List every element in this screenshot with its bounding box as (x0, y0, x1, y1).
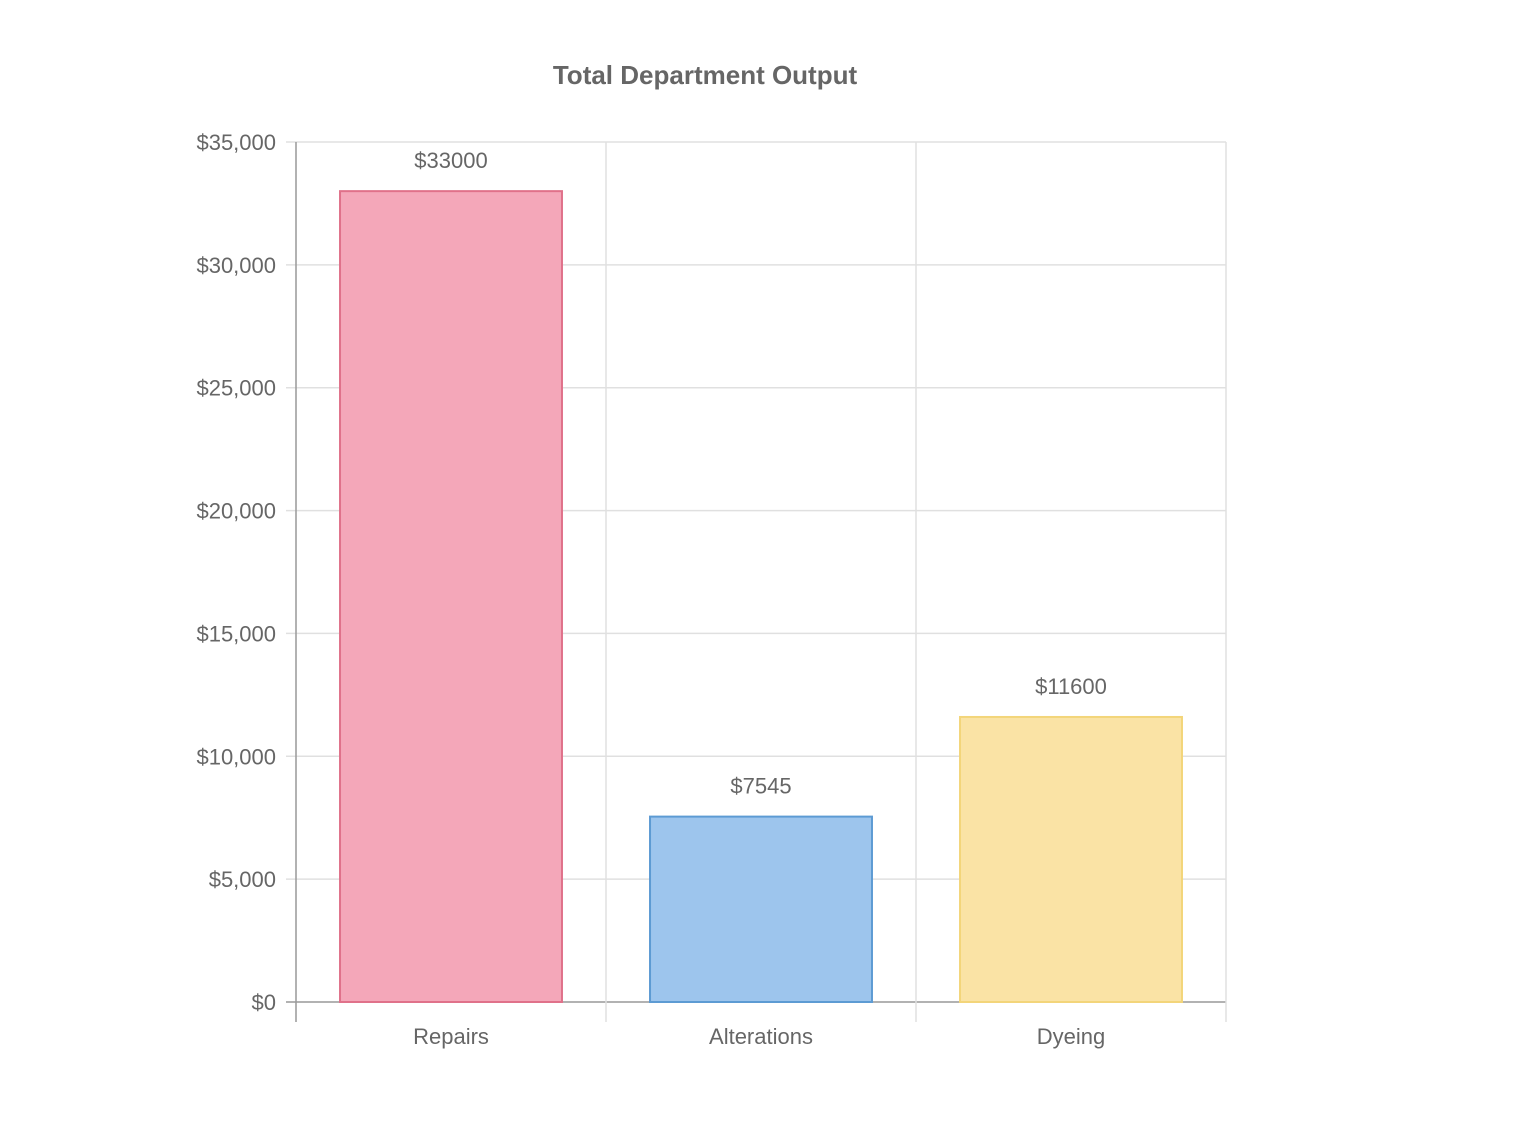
x-axis: Repairs Alterations Dyeing (413, 1024, 1105, 1049)
y-tick-label: $35,000 (196, 130, 276, 155)
y-tick-label: $20,000 (196, 499, 276, 524)
y-tick-label: $5,000 (209, 867, 276, 892)
bar-repairs (339, 190, 563, 1003)
y-tick-label: $30,000 (196, 253, 276, 278)
y-tick-label: $0 (252, 990, 276, 1015)
x-tick-label: Repairs (413, 1024, 489, 1049)
x-tick-label: Dyeing (1037, 1024, 1105, 1049)
bar-dyeing (959, 715, 1183, 1003)
data-label: $33000 (414, 148, 487, 173)
data-labels: $33000 $7545 $11600 (414, 148, 1107, 798)
y-tick-label: $10,000 (196, 744, 276, 769)
bar-alterations (649, 815, 873, 1004)
data-label: $7545 (730, 774, 791, 799)
data-label: $11600 (1035, 674, 1107, 699)
y-axis: $0 $5,000 $10,000 $15,000 $20,000 $25,000 $30,… (196, 130, 276, 1015)
x-tick-label: Alterations (709, 1024, 813, 1049)
chart-title: Total Department Output (553, 60, 858, 90)
bars (339, 190, 1183, 1004)
y-tick-label: $25,000 (196, 376, 276, 401)
y-tick-label: $15,000 (196, 621, 276, 646)
